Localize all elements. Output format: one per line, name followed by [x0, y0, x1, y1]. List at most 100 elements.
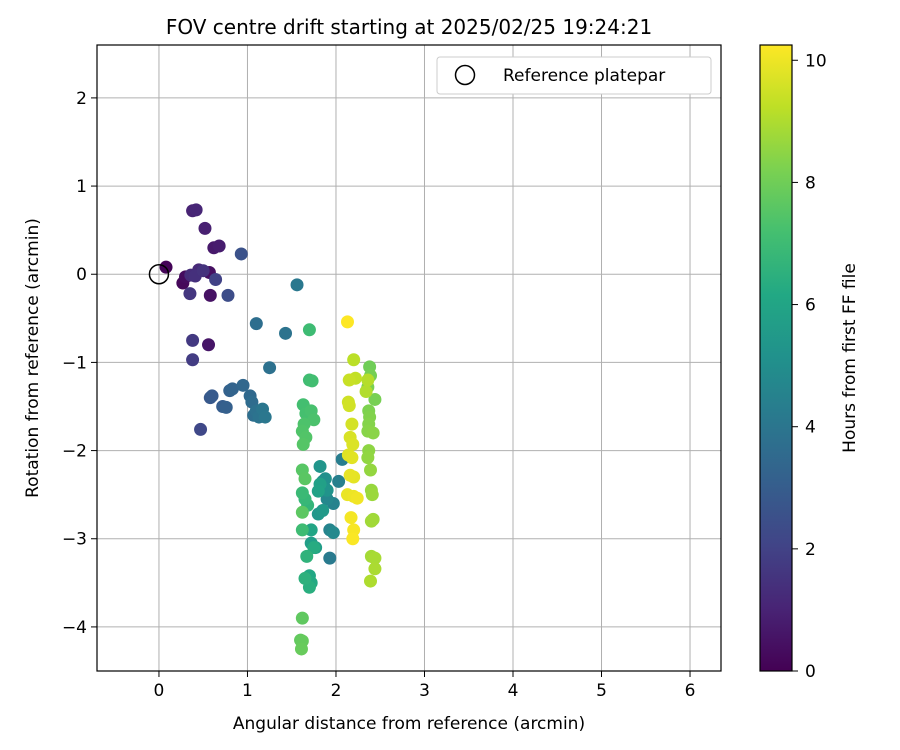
x-tick-label: 4: [508, 681, 519, 701]
scatter-point: [198, 221, 212, 235]
y-tick-label: −3: [62, 530, 87, 550]
scatter-point: [221, 288, 235, 302]
scatter-point: [249, 317, 263, 331]
x-tick-label: 1: [242, 681, 253, 701]
scatter-point: [345, 417, 359, 431]
scatter-point: [361, 451, 375, 465]
scatter-point: [323, 551, 337, 565]
scatter-point: [219, 400, 233, 414]
scatter-point: [368, 562, 382, 576]
scatter-point: [298, 571, 312, 585]
legend-label: Reference platepar: [503, 66, 665, 86]
scatter-point: [313, 459, 327, 473]
legend: Reference platepar: [436, 56, 712, 95]
scatter-point: [346, 437, 360, 451]
scatter-point: [189, 203, 203, 217]
y-tick-label: −4: [62, 618, 87, 638]
colorbar-tick-label: 8: [805, 173, 816, 193]
scatter-point: [234, 247, 248, 261]
colorbar: 0 2 4 6 8 10 Hours from first FF file: [759, 44, 860, 682]
x-tick-label: 6: [685, 681, 696, 701]
scatter-point: [300, 549, 314, 563]
scatter-point: [343, 468, 357, 482]
y-tick-label: 1: [76, 177, 87, 197]
scatter-point: [332, 474, 346, 488]
scatter-point: [205, 389, 219, 403]
scatter-point: [366, 426, 380, 440]
data-points: [148, 203, 382, 656]
scatter-point: [302, 323, 316, 337]
scatter-point: [346, 532, 360, 546]
scatter-point: [316, 504, 330, 518]
scatter-point: [326, 526, 340, 540]
scatter-point: [350, 491, 364, 505]
legend-marker: [454, 64, 476, 86]
scatter-point: [225, 382, 239, 396]
scatter-point: [279, 326, 293, 340]
scatter-point: [263, 361, 277, 375]
scatter-point: [295, 611, 309, 625]
chart-title: FOV centre drift starting at 2025/02/25 …: [166, 15, 652, 39]
scatter-point: [305, 374, 319, 388]
colorbar-gradient: [759, 44, 793, 672]
y-tick-label: 0: [76, 265, 87, 285]
y-axis-ticks: 2 1 0 −1 −2 −3 −4: [62, 89, 97, 638]
scatter-point: [364, 514, 378, 528]
scatter-point: [368, 551, 382, 565]
colorbar-tick-label: 0: [805, 662, 816, 682]
scatter-point: [342, 399, 356, 413]
scatter-point: [307, 541, 321, 555]
scatter-point: [311, 484, 325, 498]
scatter-point: [365, 488, 379, 502]
scatter-point: [344, 511, 358, 525]
scatter-point: [236, 378, 250, 392]
scatter-point: [342, 373, 356, 387]
scatter-point: [363, 574, 377, 588]
x-tick-label: 0: [154, 681, 165, 701]
scatter-point: [361, 373, 375, 387]
scatter-point: [340, 315, 354, 329]
grid-lines: [97, 45, 721, 671]
y-axis-label: Rotation from reference (arcmin): [23, 218, 43, 498]
x-tick-label: 5: [596, 681, 607, 701]
scatter-point: [186, 333, 200, 347]
scatter-point: [359, 385, 373, 399]
y-tick-label: 2: [76, 89, 87, 109]
scatter-point: [298, 472, 312, 486]
colorbar-tick-label: 10: [805, 51, 827, 71]
colorbar-ticks: 0 2 4 6 8 10: [792, 51, 827, 682]
x-tick-label: 3: [419, 681, 430, 701]
scatter-point: [212, 239, 226, 253]
x-axis-ticks: 0 1 2 3 4 5 6: [154, 671, 696, 701]
scatter-point: [295, 486, 309, 500]
scatter-point: [290, 278, 304, 292]
scatter-point: [363, 463, 377, 477]
x-tick-label: 2: [331, 681, 342, 701]
scatter-point: [295, 523, 309, 537]
colorbar-tick-label: 2: [805, 540, 816, 560]
plot-frame: [96, 44, 722, 672]
scatter-point: [307, 413, 321, 427]
scatter-point: [294, 642, 308, 656]
scatter-point: [203, 288, 217, 302]
scatter-point: [186, 353, 200, 367]
scatter-point: [202, 338, 216, 352]
scatter-point: [296, 437, 310, 451]
scatter-point: [295, 505, 309, 519]
scatter-point: [345, 451, 359, 465]
scatter-point: [209, 273, 223, 287]
scatter-point: [368, 392, 382, 406]
scatter-point: [194, 422, 208, 436]
legend-box: [436, 56, 712, 95]
x-axis-label: Angular distance from reference (arcmin): [233, 714, 585, 734]
scatter-point: [347, 353, 361, 367]
reference-platepar-marker: [148, 263, 170, 285]
y-tick-label: −1: [62, 353, 87, 373]
colorbar-label: Hours from first FF file: [840, 263, 860, 453]
y-tick-label: −2: [62, 442, 87, 462]
colorbar-tick-label: 6: [805, 296, 816, 316]
colorbar-tick-label: 4: [805, 418, 816, 438]
scatter-point: [196, 264, 210, 278]
scatter-point: [183, 287, 197, 301]
